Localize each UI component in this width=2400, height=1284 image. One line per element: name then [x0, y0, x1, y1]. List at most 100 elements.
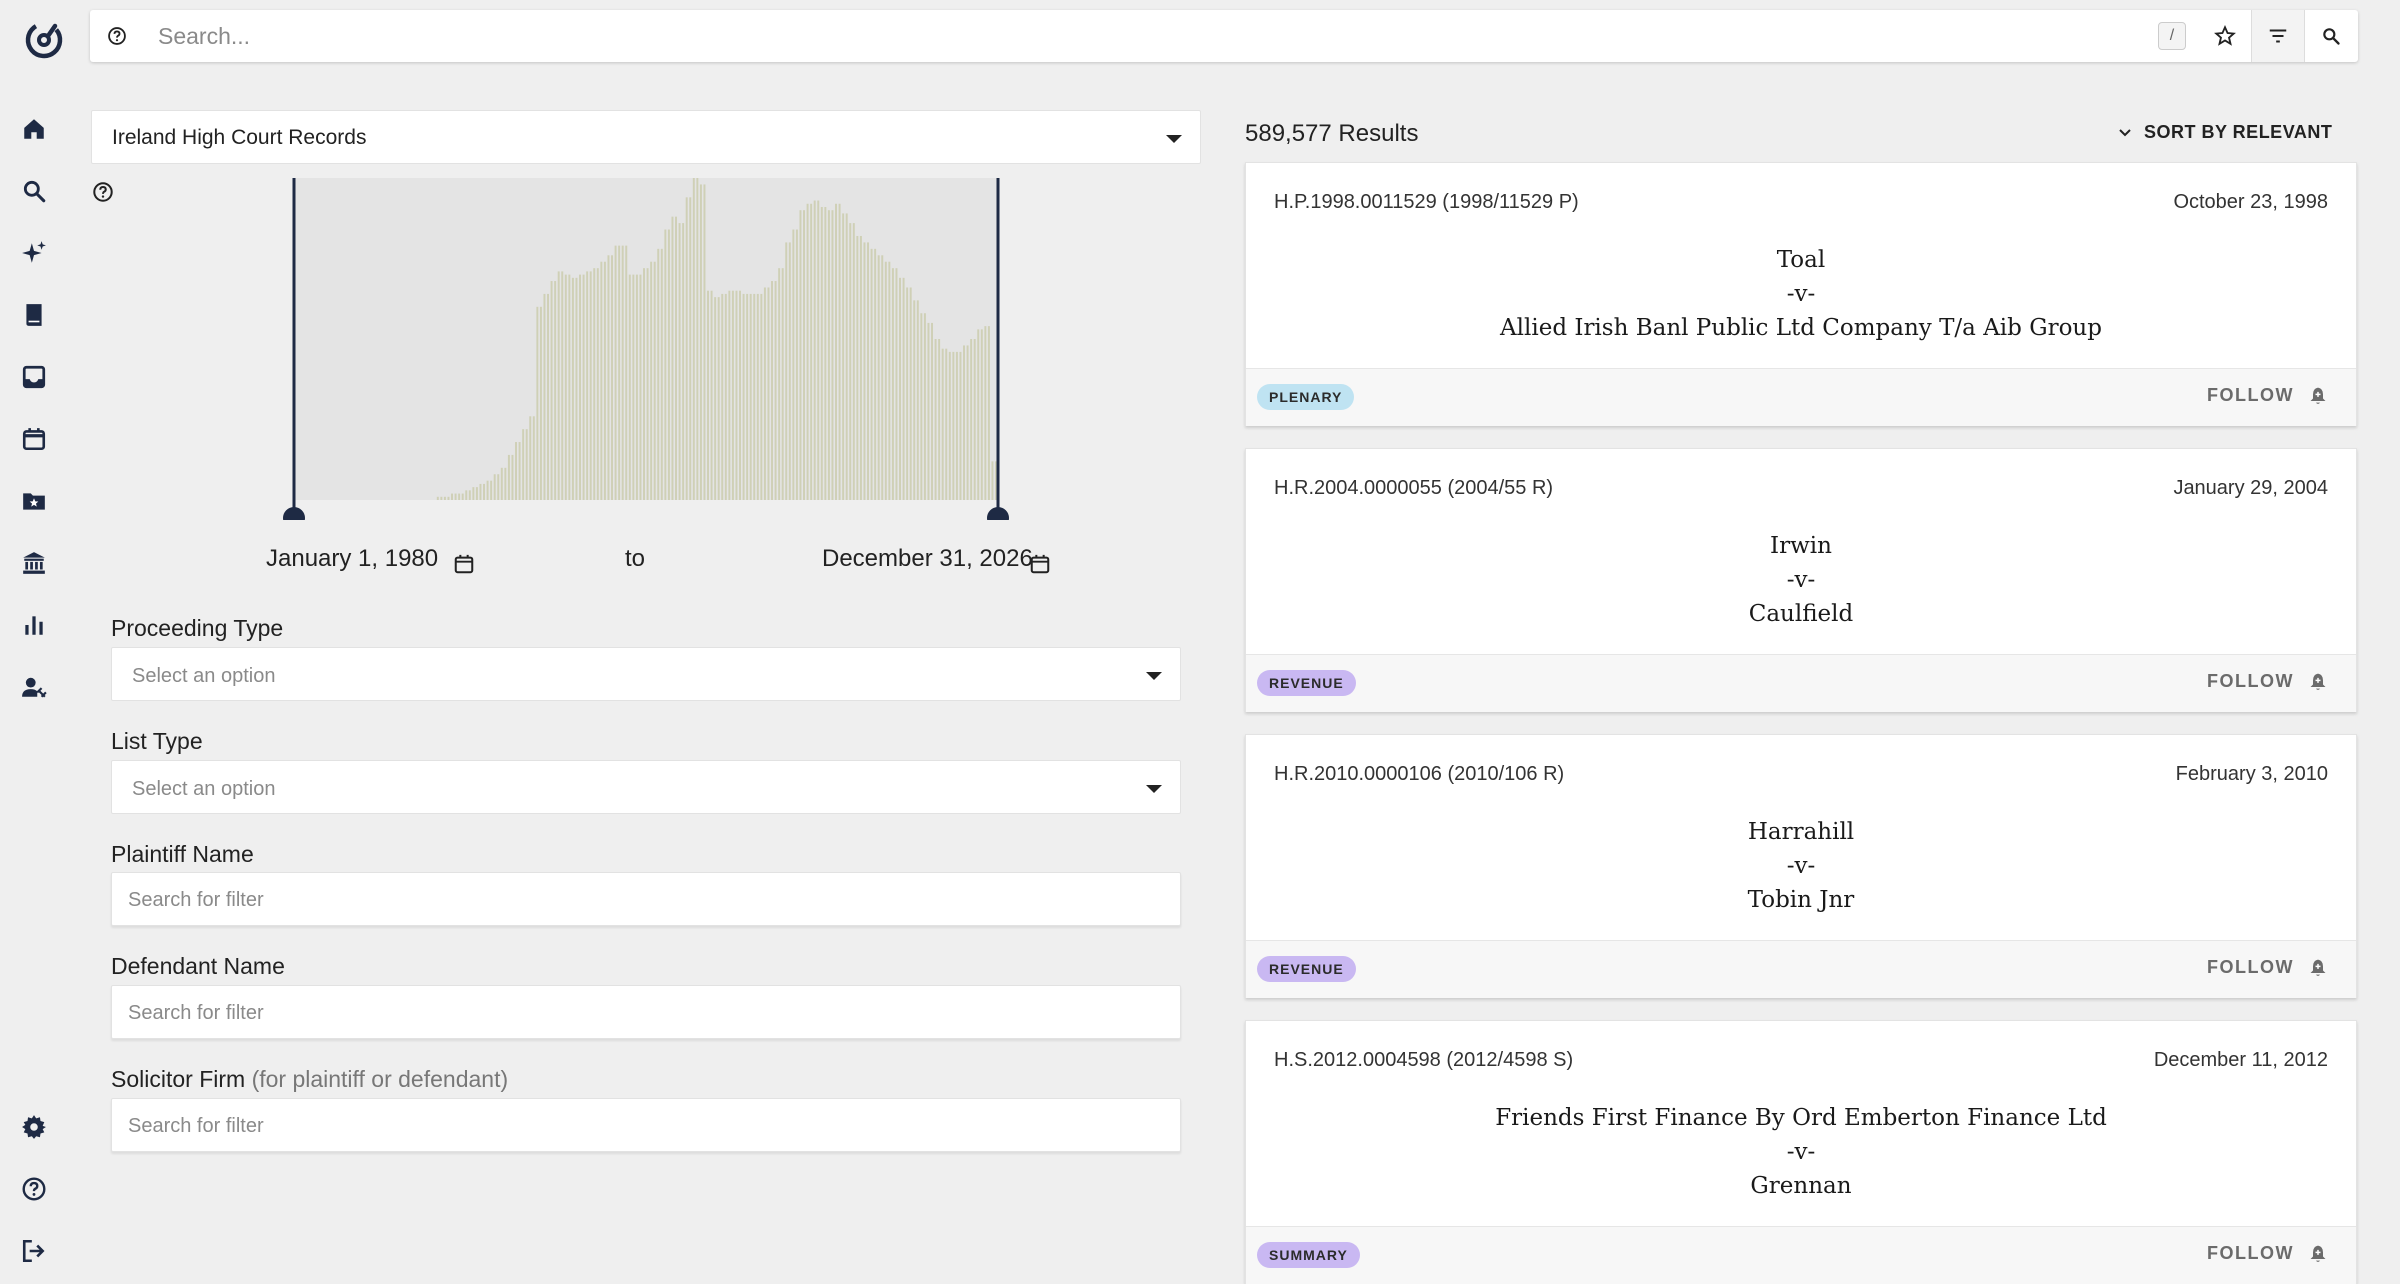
histogram-bar [806, 203, 809, 500]
histogram-bar [650, 261, 653, 500]
calendar-icon[interactable] [1029, 553, 1051, 575]
nav-library[interactable] [17, 298, 51, 332]
histogram-bar [746, 293, 749, 500]
nav-saved[interactable] [17, 484, 51, 518]
nav-search[interactable] [17, 174, 51, 208]
histogram-bar [568, 274, 571, 500]
date-histogram [283, 178, 1009, 520]
case-number[interactable]: H.S.2012.0004598 (2012/4598 S) [1274, 1049, 1574, 1071]
case-parties[interactable]: Harrahill -v- Tobin Jnr [1246, 815, 2356, 917]
nav-ai[interactable] [17, 236, 51, 270]
range-start-handle[interactable] [283, 507, 305, 520]
histogram-bar [468, 490, 471, 500]
defendant-name-input[interactable] [128, 998, 1158, 1028]
histogram-bar [973, 339, 976, 500]
histogram-bar [909, 287, 912, 500]
histogram-bar [717, 297, 720, 500]
nav-courts[interactable] [17, 546, 51, 580]
courthouse-icon [23, 552, 45, 574]
histogram-bar [547, 293, 549, 500]
search-input[interactable] [158, 18, 2198, 54]
nav-logout[interactable] [17, 1234, 51, 1268]
histogram-bar [927, 322, 930, 500]
histogram-bar [507, 454, 510, 500]
search-help-icon[interactable] [104, 23, 130, 49]
card-footer: REVENUE FOLLOW [1246, 940, 2356, 998]
case-number[interactable]: H.R.2004.0000055 (2004/55 R) [1274, 477, 1554, 499]
gear-icon [22, 1115, 46, 1139]
histogram-bar [831, 210, 834, 500]
case-number[interactable]: H.R.2010.0000106 (2010/106 R) [1274, 763, 1565, 785]
histogram-bar [443, 496, 446, 500]
chevron-down-icon [1166, 135, 1182, 143]
histogram-bar [902, 277, 905, 500]
histogram-bar [571, 277, 574, 500]
histogram-bar [529, 416, 532, 500]
nav-inbox[interactable] [17, 360, 51, 394]
nav-people[interactable] [17, 670, 51, 704]
histogram-bar [774, 281, 777, 500]
user-gavel-icon [22, 677, 47, 698]
plaintiff-name-input[interactable] [128, 885, 1158, 915]
defendant-name-label: Defendant Name [111, 953, 285, 979]
case-number[interactable]: H.P.1998.0011529 (1998/11529 P) [1274, 191, 1579, 213]
follow-button[interactable]: FOLLOW [2207, 957, 2328, 978]
logo-icon[interactable] [22, 16, 66, 60]
dataset-selected-value: Ireland High Court Records [112, 126, 367, 149]
submit-search-button[interactable] [2304, 10, 2357, 62]
histogram-bar [710, 290, 713, 500]
case-date: October 23, 1998 [2173, 191, 2328, 213]
case-parties[interactable]: Irwin -v- Caulfield [1246, 529, 2356, 631]
histogram-bar [867, 242, 869, 500]
dataset-select[interactable]: Ireland High Court Records [91, 110, 1201, 164]
histogram-bar [913, 300, 916, 500]
histogram-bar [458, 493, 461, 500]
defendant-name: Caulfield [1748, 601, 1854, 627]
histogram-bar [838, 203, 841, 500]
defendant-name: Tobin Jnr [1747, 887, 1855, 913]
calendar-icon[interactable] [453, 553, 475, 575]
result-card[interactable]: H.S.2012.0004598 (2012/4598 S) December 1… [1245, 1020, 2357, 1284]
proceeding-type-label: Proceeding Type [111, 615, 284, 641]
histogram-bar [849, 223, 852, 500]
follow-button[interactable]: FOLLOW [2207, 385, 2328, 406]
nav-home[interactable] [17, 112, 51, 146]
list-type-select[interactable]: Select an option [111, 760, 1181, 814]
date-to-value[interactable]: December 31, 2026 [822, 545, 1033, 572]
nav-calendar[interactable] [17, 422, 51, 456]
proceeding-type-select[interactable]: Select an option [111, 647, 1181, 701]
result-card[interactable]: H.P.1998.0011529 (1998/11529 P) October 2… [1245, 162, 2357, 426]
plaintiff-name: Friends First Finance By Ord Emberton Fi… [1495, 1105, 2107, 1131]
histogram-help-icon[interactable] [92, 181, 114, 203]
histogram-bar [753, 293, 756, 500]
histogram-bar [906, 287, 909, 500]
date-from-value[interactable]: January 1, 1980 [266, 545, 439, 572]
case-parties[interactable]: Toal -v- Allied Irish Banl Public Ltd Comp… [1246, 243, 2356, 345]
date-range-separator: to [625, 545, 646, 572]
nav-analytics[interactable] [17, 608, 51, 642]
follow-button[interactable]: FOLLOW [2207, 1243, 2328, 1264]
filter-button[interactable] [2251, 10, 2304, 62]
result-card[interactable]: H.R.2004.0000055 (2004/55 R) January 29, … [1245, 448, 2357, 712]
case-date: February 3, 2010 [2175, 763, 2328, 785]
case-date: December 11, 2012 [2153, 1049, 2328, 1071]
histogram-bar [696, 178, 699, 500]
bookmark-search-button[interactable] [2198, 10, 2251, 62]
range-end-handle[interactable] [987, 507, 1009, 520]
nav-help[interactable] [17, 1172, 51, 1206]
follow-button[interactable]: FOLLOW [2207, 671, 2328, 692]
histogram-bar [735, 290, 738, 500]
histogram-bar [664, 229, 667, 500]
nav-settings[interactable] [17, 1110, 51, 1144]
solicitor-firm-field [111, 1098, 1181, 1152]
histogram-bar [436, 496, 439, 500]
result-card[interactable]: H.R.2010.0000106 (2010/106 R) February 3,… [1245, 734, 2357, 998]
histogram-bar [486, 480, 489, 500]
histogram-bar [813, 200, 816, 500]
solicitor-firm-input[interactable] [128, 1111, 1158, 1141]
histogram-bar [611, 255, 613, 500]
histogram-bar [952, 351, 955, 500]
histogram-bar [763, 287, 766, 500]
sort-button[interactable]: SORT BY RELEVANT [2118, 122, 2332, 143]
case-parties[interactable]: Friends First Finance By Ord Emberton Fi… [1246, 1101, 2356, 1203]
